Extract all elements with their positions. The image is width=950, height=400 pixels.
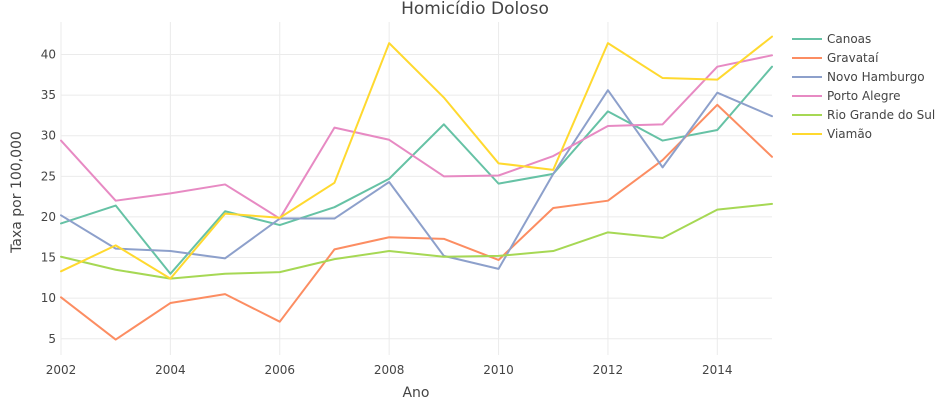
x-tick-label: 2014 — [702, 363, 733, 377]
legend-label: Gravataí — [827, 51, 879, 65]
legend-label: Rio Grande do Sul — [827, 108, 935, 122]
series-line-rio-grande-do-sul[interactable] — [60, 202, 773, 280]
legend: Canoas Gravataí Novo Hamburgo Porto Alegre R… — [792, 32, 935, 141]
series-line-canoas[interactable] — [60, 65, 773, 275]
series-line-gravata-[interactable] — [60, 103, 773, 341]
series-line-porto-alegre[interactable] — [60, 54, 773, 220]
legend-item[interactable]: Viamão — [792, 127, 872, 141]
legend-item[interactable]: Gravataí — [792, 51, 879, 65]
x-axis-ticks: 2002 2004 2006 2008 2010 2012 2014 — [46, 363, 733, 377]
x-tick-label: 2010 — [483, 363, 514, 377]
legend-label: Novo Hamburgo — [827, 70, 925, 84]
x-axis-title: Ano — [402, 385, 429, 400]
legend-item[interactable]: Canoas — [792, 32, 871, 46]
series-line-novo-hamburgo[interactable] — [60, 89, 773, 270]
legend-item[interactable]: Rio Grande do Sul — [792, 108, 935, 122]
y-tick-label: 15 — [41, 251, 56, 265]
y-tick-label: 30 — [41, 129, 56, 143]
legend-label: Porto Alegre — [827, 89, 901, 103]
y-tick-label: 35 — [41, 88, 56, 102]
chart-title: Homicídio Doloso — [401, 0, 549, 19]
x-tick-label: 2006 — [264, 363, 295, 377]
x-tick-label: 2002 — [46, 363, 77, 377]
series-layer — [60, 35, 773, 341]
y-tick-label: 40 — [41, 47, 56, 61]
legend-label: Viamão — [827, 127, 872, 141]
y-tick-label: 5 — [48, 332, 56, 346]
series-line-viam-o[interactable] — [60, 35, 773, 280]
x-tick-label: 2012 — [593, 363, 624, 377]
legend-item[interactable]: Novo Hamburgo — [792, 70, 925, 84]
y-axis-title: Taxa por 100,000 — [9, 131, 25, 254]
y-tick-label: 10 — [41, 291, 56, 305]
y-tick-label: 20 — [41, 210, 56, 224]
legend-label: Canoas — [827, 32, 871, 46]
x-tick-label: 2004 — [155, 363, 186, 377]
x-tick-label: 2008 — [374, 363, 405, 377]
legend-item[interactable]: Porto Alegre — [792, 89, 901, 103]
y-tick-label: 25 — [41, 169, 56, 183]
y-axis-ticks: 5 10 15 20 25 30 35 40 — [41, 47, 56, 345]
